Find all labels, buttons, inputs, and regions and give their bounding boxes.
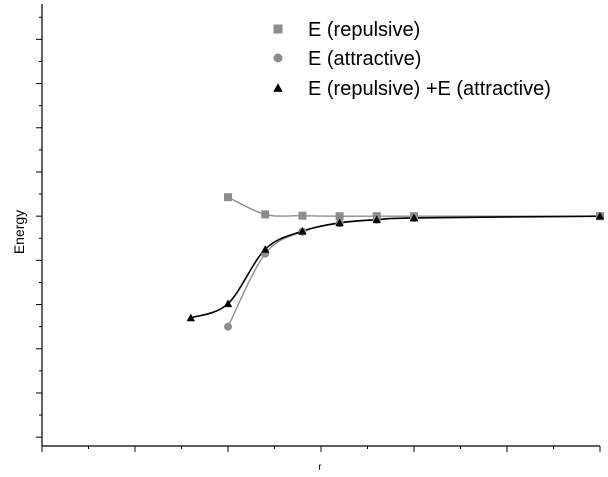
marker-triangle [273,83,283,92]
marker-square [335,212,344,221]
legend-label: E (attractive) [308,48,421,70]
marker-triangle [298,226,307,235]
y-axis-label: Energy [11,210,27,254]
marker-circle [224,322,232,331]
marker-triangle [223,299,233,308]
legend-label: E (repulsive) +E (attractive) [308,78,551,100]
marker-triangle [186,313,195,322]
curves-layer [190,196,600,327]
marker-triangle [409,213,419,222]
marker-square [273,24,283,34]
markers-layer [186,193,605,331]
legend-label: E (repulsive) [308,19,420,41]
marker-square [298,211,307,220]
marker-triangle [372,215,381,224]
series-line [227,215,600,327]
x-axis-label: r [318,462,322,473]
marker-circle [273,53,283,63]
legend: E (repulsive) E (attractive) E (repulsive)… [273,19,551,100]
marker-triangle [595,211,605,220]
marker-triangle [335,218,344,227]
marker-triangle [261,245,270,253]
marker-square [224,193,232,202]
series-line [190,215,600,319]
axes-layer [41,4,600,447]
ticks-layer [36,16,601,452]
marker-square [261,210,270,219]
